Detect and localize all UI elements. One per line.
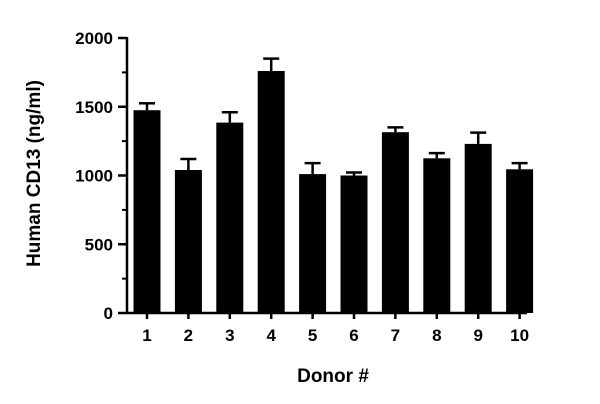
x-tick-label: 4	[266, 326, 276, 345]
bar-donor-10	[506, 169, 534, 313]
bar-donor-9	[464, 143, 492, 313]
error-bar-donor-2	[180, 157, 197, 170]
bar-donor-4	[257, 71, 285, 313]
x-axis-title: Donor #	[297, 366, 369, 387]
x-ticks: 1 2 3 4 5 6 7 8 9 10	[142, 313, 529, 345]
error-bar-donor-9	[470, 131, 487, 144]
error-bars-layer	[139, 57, 528, 176]
y-tick-label: 2000	[75, 29, 113, 48]
x-tick-label: 9	[473, 326, 482, 345]
y-tick-label: 500	[85, 235, 113, 254]
y-tick-label: 1500	[75, 98, 113, 117]
x-tick-label: 6	[349, 326, 358, 345]
y-axis-title: Human CD13 (ng/ml)	[24, 80, 45, 267]
bar-donor-5	[299, 174, 327, 313]
error-bar-donor-7	[387, 126, 404, 133]
error-bar-donor-4	[263, 57, 280, 71]
bar-donor-8	[423, 158, 451, 313]
bar-donor-2	[174, 170, 202, 313]
y-tick-label: 1000	[75, 167, 113, 186]
bar-donor-1	[133, 110, 161, 313]
x-tick-label: 2	[184, 326, 193, 345]
x-tick-label: 10	[510, 326, 529, 345]
x-tick-label: 1	[142, 326, 151, 345]
x-tick-label: 5	[308, 326, 317, 345]
bars-layer	[133, 71, 534, 313]
error-bar-donor-1	[139, 102, 155, 111]
error-bar-donor-8	[428, 151, 445, 159]
x-tick-label: 3	[225, 326, 234, 345]
y-tick-label: 0	[104, 304, 113, 323]
y-ticks: 0 500 1000 1500 2000	[75, 29, 127, 323]
error-bar-donor-3	[221, 111, 238, 123]
bar-donor-7	[381, 132, 409, 313]
error-bar-donor-6	[346, 171, 362, 176]
error-bar-donor-10	[511, 161, 528, 170]
bar-donor-6	[340, 175, 368, 313]
x-tick-label: 8	[432, 326, 441, 345]
error-bar-donor-5	[304, 161, 321, 175]
bar-donor-3	[216, 122, 244, 313]
x-tick-label: 7	[391, 326, 400, 345]
